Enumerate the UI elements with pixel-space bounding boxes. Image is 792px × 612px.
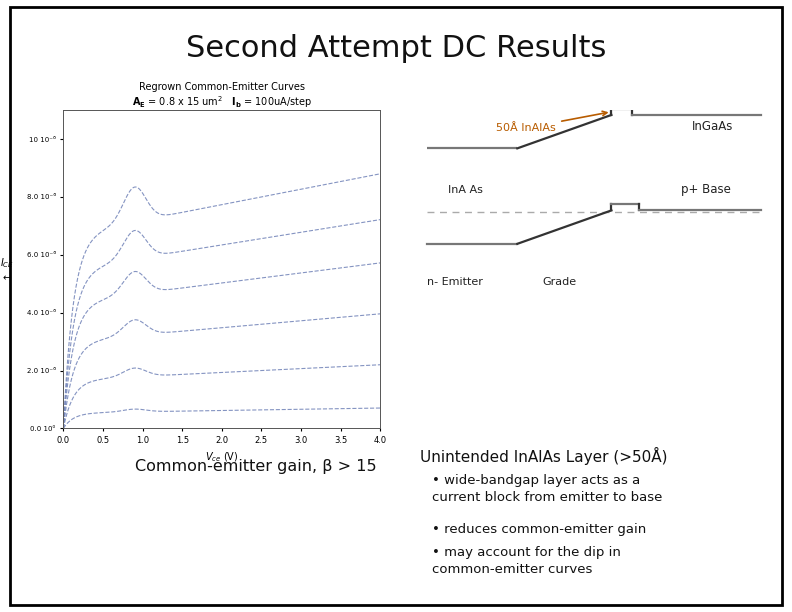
- Text: InGaAs: InGaAs: [691, 119, 733, 133]
- X-axis label: $V_{ce}$ (V): $V_{ce}$ (V): [205, 450, 238, 464]
- Text: • may account for the dip in
common-emitter curves: • may account for the dip in common-emit…: [432, 546, 620, 576]
- Y-axis label: $I_{CE}$
$\leftarrow$: $I_{CE}$ $\leftarrow$: [0, 256, 14, 282]
- Text: Grade: Grade: [542, 277, 577, 287]
- Text: Second Attempt DC Results: Second Attempt DC Results: [186, 34, 606, 62]
- Text: Unintended InAlAs Layer (>50Å): Unintended InAlAs Layer (>50Å): [420, 447, 667, 465]
- Text: p+ Base: p+ Base: [681, 183, 731, 196]
- Text: • wide-bandgap layer acts as a
current block from emitter to base: • wide-bandgap layer acts as a current b…: [432, 474, 662, 504]
- Text: Common-emitter gain, β > 15: Common-emitter gain, β > 15: [135, 459, 376, 474]
- Text: • reduces common-emitter gain: • reduces common-emitter gain: [432, 523, 646, 536]
- Title: Regrown Common-Emitter Curves
$\bf{A_E}$ = 0.8 x 15 um$^2$   $\bf{I_b}$ = 100uA/: Regrown Common-Emitter Curves $\bf{A_E}$…: [131, 82, 312, 110]
- Text: n- Emitter: n- Emitter: [427, 277, 482, 287]
- Text: 50Å InAlAs: 50Å InAlAs: [497, 111, 607, 133]
- Text: InA As: InA As: [447, 185, 482, 195]
